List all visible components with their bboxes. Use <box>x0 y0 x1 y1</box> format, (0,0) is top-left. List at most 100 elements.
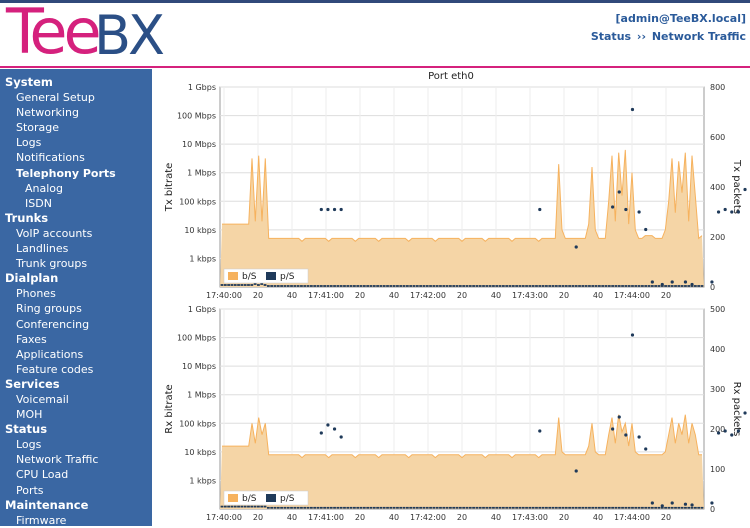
packet-point <box>300 506 303 509</box>
breadcrumb-section[interactable]: Status <box>590 30 632 43</box>
chart-rx: 1 kbps 10 kbps 100 kbps 1 Mbps 10 Mbps 100 Mb… <box>164 305 747 522</box>
packet-point <box>525 506 528 509</box>
packet-point <box>405 285 409 287</box>
sidebar-item-firmware[interactable]: Firmware <box>16 513 67 527</box>
packet-point <box>574 469 578 473</box>
sidebar-item-phones[interactable]: Phones <box>16 287 56 301</box>
packet-point <box>319 207 323 212</box>
packet-point <box>531 506 535 509</box>
sidebar-item-ring-groups[interactable]: Ring groups <box>16 302 82 316</box>
packet-point <box>323 285 327 287</box>
sidebar-item-landlines[interactable]: Landlines <box>16 242 69 256</box>
teebx-logo[interactable]: Tee BX <box>4 0 165 68</box>
top-border <box>0 0 750 3</box>
packet-point <box>359 506 363 509</box>
packet-point <box>372 285 376 287</box>
packet-point <box>240 284 244 286</box>
sidebar-item-notifications[interactable]: Notifications <box>16 151 85 165</box>
series-area-bs <box>220 149 704 287</box>
packet-point <box>637 285 641 287</box>
packet-point <box>660 282 664 287</box>
series-line-bs <box>222 149 703 242</box>
y2-tick-label: 0 <box>710 283 715 292</box>
legend-swatch-ps <box>266 272 276 280</box>
legend-label-bs: b/S <box>242 494 257 504</box>
x-tick-label: 17:44:00 <box>614 291 650 300</box>
sidebar-item-analog[interactable]: Analog <box>25 181 64 195</box>
packet-point <box>538 429 542 433</box>
sidebar-item-network-traffic[interactable]: Network Traffic <box>16 453 99 467</box>
sidebar-item-maintenance[interactable]: Maintenance <box>5 497 89 512</box>
y2-tick-label: 0 <box>710 505 715 514</box>
packet-point <box>336 506 340 509</box>
sidebar-item-isdn[interactable]: ISDN <box>25 196 52 210</box>
sidebar-item-applications[interactable]: Applications <box>16 347 84 361</box>
y-tick-label: 100 kbps <box>179 419 216 428</box>
packet-point <box>382 506 386 509</box>
legend-swatch-bs <box>228 272 238 280</box>
sidebar-item-system[interactable]: System <box>5 75 53 89</box>
sidebar-item-logs[interactable]: Logs <box>16 438 42 452</box>
legend-label-ps: p/S <box>280 272 295 282</box>
packet-point <box>422 285 426 287</box>
sidebar-item-moh[interactable]: MOH <box>16 408 43 422</box>
packet-point <box>495 285 499 287</box>
packet-point <box>475 285 479 287</box>
x-tick-label: 17:41:00 <box>308 513 344 522</box>
sidebar-item-trunk-groups[interactable]: Trunk groups <box>16 257 88 271</box>
packet-point <box>604 285 608 287</box>
sidebar-item-cpu-load[interactable]: CPU Load <box>16 468 69 482</box>
packet-point <box>644 447 648 451</box>
sidebar-item-ports[interactable]: Ports <box>16 483 44 497</box>
packet-point <box>356 506 360 509</box>
packet-point <box>588 506 591 509</box>
packet-point <box>319 285 323 287</box>
y-axis-label: Tx bitrate <box>164 163 175 213</box>
y2-tick-label: 200 <box>710 233 725 242</box>
packet-point <box>604 506 608 509</box>
packet-point <box>581 285 585 287</box>
packet-point <box>515 285 519 287</box>
packet-point <box>303 506 307 509</box>
packet-point <box>716 210 721 214</box>
sidebar-item-conferencing[interactable]: Conferencing <box>16 317 90 331</box>
packet-point <box>429 506 432 509</box>
sidebar-item-voicemail[interactable]: Voicemail <box>16 392 69 406</box>
sidebar-item-voip-accounts[interactable]: VoIP accounts <box>16 226 93 240</box>
packet-point <box>684 506 687 509</box>
y2-tick-label: 400 <box>710 345 725 354</box>
sidebar-item-telephony-ports[interactable]: Telephony Ports <box>16 166 116 180</box>
sidebar-item-storage[interactable]: Storage <box>16 121 60 135</box>
sidebar-item-faxes[interactable]: Faxes <box>16 332 47 346</box>
sidebar-item-logs[interactable]: Logs <box>16 136 42 150</box>
packet-point <box>402 506 406 509</box>
packet-point <box>376 285 379 287</box>
packet-point <box>286 285 290 287</box>
sidebar-item-networking[interactable]: Networking <box>16 106 79 120</box>
sidebar-item-feature-codes[interactable]: Feature codes <box>16 362 94 376</box>
packet-point <box>425 506 429 509</box>
packet-point <box>528 285 532 287</box>
x-tick-label: 20 <box>559 513 569 522</box>
packet-point <box>548 285 552 287</box>
packet-point <box>283 285 287 287</box>
packet-point <box>237 505 240 508</box>
x-tick-label: 20 <box>457 291 467 300</box>
packet-point <box>535 285 538 287</box>
packet-point <box>266 506 270 509</box>
packet-point <box>578 285 581 287</box>
packet-point <box>353 506 356 509</box>
sidebar-item-trunks[interactable]: Trunks <box>5 210 49 225</box>
sidebar-item-services[interactable]: Services <box>5 376 60 391</box>
packet-point <box>306 285 310 287</box>
traffic-charts: 1 kbps 10 kbps 100 kbps 1 Mbps 10 Mbps 100 Mb… <box>164 83 747 522</box>
sidebar-item-status[interactable]: Status <box>5 422 48 437</box>
packet-point <box>687 285 691 287</box>
packet-point <box>326 423 330 427</box>
sidebar-item-general-setup[interactable]: General Setup <box>16 91 95 105</box>
packet-point <box>693 285 697 287</box>
sidebar-item-dialplan[interactable]: Dialplan <box>5 271 59 286</box>
user-label[interactable]: [admin@TeeBX.local] <box>615 12 746 25</box>
packet-point <box>366 506 370 509</box>
header-divider <box>0 66 750 68</box>
